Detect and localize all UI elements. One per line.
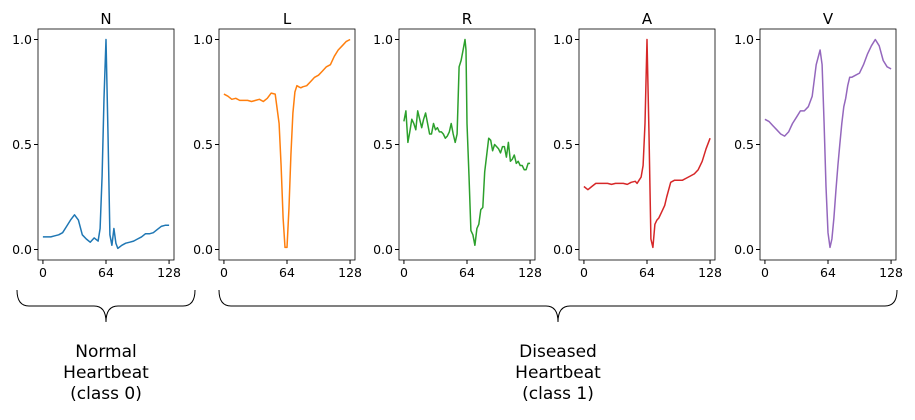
- y-tick-label: 0.5: [553, 137, 573, 152]
- y-tick-label: 0.0: [734, 242, 754, 257]
- subplot-title: L: [283, 10, 292, 28]
- y-tick-label: 0.0: [193, 242, 213, 257]
- series-line-r: [403, 38, 531, 247]
- x-tick-label: 128: [879, 265, 903, 280]
- x-tick-label: 64: [279, 265, 295, 280]
- subplot-title: V: [823, 10, 834, 28]
- x-tick-label: 128: [157, 265, 181, 280]
- diseased-label-line-3: (class 1): [522, 384, 594, 404]
- x-tick-label: 0: [761, 265, 769, 280]
- x-tick-label: 128: [698, 265, 722, 280]
- plot-frame: [759, 28, 897, 261]
- series-line-n: [42, 38, 170, 250]
- subplot-v: V 0.0 0.5 1.0 0 64 128: [734, 10, 903, 280]
- x-tick-label: 0: [400, 265, 408, 280]
- y-tick-label: 0.0: [12, 242, 32, 257]
- diseased-label-line-2: Heartbeat: [515, 363, 601, 383]
- subplot-a: A 0.0 0.5 1.0 0 64 128: [553, 10, 722, 280]
- subplot-title: N: [100, 10, 111, 28]
- subplot-l: L 0.0 0.5 1.0 0 64 128: [193, 10, 362, 280]
- subplot-r: R 0.0 0.5 1.0 0 64 128: [373, 10, 542, 280]
- y-tick-label: 1.0: [373, 32, 393, 47]
- plot-frame: [37, 28, 175, 261]
- normal-heartbeat-label: Normal Heartbeat (class 0): [36, 342, 176, 405]
- subplot-title: A: [642, 10, 653, 28]
- diseased-heartbeat-label: Diseased Heartbeat (class 1): [478, 342, 638, 405]
- normal-group-brace: [16, 289, 196, 323]
- series-line-a: [583, 38, 711, 249]
- x-tick-label: 128: [518, 265, 542, 280]
- y-tick-label: 0.5: [12, 137, 32, 152]
- plot-frame: [578, 28, 716, 261]
- y-tick-label: 1.0: [193, 32, 213, 47]
- subplot-n: N 0.0 0.5 1.0 0 64 128: [12, 10, 181, 280]
- normal-label-line-2: Heartbeat: [63, 363, 149, 383]
- normal-label-line-1: Normal: [75, 342, 137, 362]
- plot-frame: [218, 28, 356, 261]
- x-tick-label: 0: [580, 265, 588, 280]
- series-line-v: [764, 38, 892, 249]
- series-line-l: [223, 38, 351, 249]
- y-tick-label: 0.5: [373, 137, 393, 152]
- y-tick-label: 0.5: [193, 137, 213, 152]
- x-tick-label: 64: [820, 265, 836, 280]
- y-tick-label: 1.0: [734, 32, 754, 47]
- x-tick-label: 64: [459, 265, 475, 280]
- x-tick-label: 64: [639, 265, 655, 280]
- x-tick-label: 64: [98, 265, 114, 280]
- subplot-title: R: [462, 10, 472, 28]
- y-tick-label: 0.0: [553, 242, 573, 257]
- x-tick-label: 0: [39, 265, 47, 280]
- x-tick-label: 0: [220, 265, 228, 280]
- y-tick-label: 0.5: [734, 137, 754, 152]
- plot-frame: [398, 28, 536, 261]
- diseased-label-line-1: Diseased: [519, 342, 597, 362]
- x-tick-label: 128: [338, 265, 362, 280]
- diseased-group-brace: [218, 289, 898, 323]
- y-tick-label: 0.0: [373, 242, 393, 257]
- y-tick-label: 1.0: [553, 32, 573, 47]
- y-tick-label: 1.0: [12, 32, 32, 47]
- normal-label-line-3: (class 0): [70, 384, 142, 404]
